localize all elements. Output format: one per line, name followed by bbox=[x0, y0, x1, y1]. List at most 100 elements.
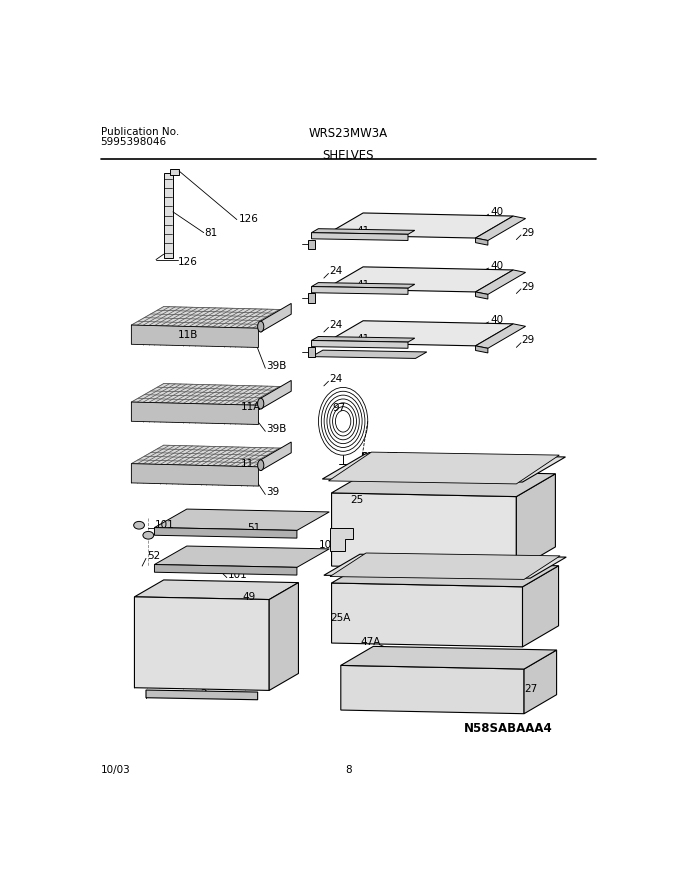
Text: 8: 8 bbox=[345, 765, 352, 774]
Polygon shape bbox=[326, 213, 513, 238]
Polygon shape bbox=[516, 473, 556, 569]
Polygon shape bbox=[260, 380, 291, 409]
Text: 11B: 11B bbox=[177, 330, 198, 340]
Polygon shape bbox=[332, 493, 516, 569]
Text: 47: 47 bbox=[386, 452, 398, 463]
Polygon shape bbox=[311, 229, 415, 234]
Polygon shape bbox=[311, 336, 415, 342]
Polygon shape bbox=[326, 321, 513, 346]
Text: WRS23MW3A: WRS23MW3A bbox=[309, 127, 388, 140]
Polygon shape bbox=[475, 270, 526, 295]
Text: 40: 40 bbox=[490, 315, 503, 325]
Text: 29: 29 bbox=[522, 282, 535, 291]
Ellipse shape bbox=[258, 321, 264, 332]
Text: 126: 126 bbox=[177, 257, 197, 267]
Polygon shape bbox=[332, 583, 522, 647]
Polygon shape bbox=[324, 554, 566, 578]
Polygon shape bbox=[154, 565, 297, 575]
Text: 2: 2 bbox=[201, 689, 207, 699]
Polygon shape bbox=[311, 232, 408, 240]
Polygon shape bbox=[131, 306, 291, 328]
Polygon shape bbox=[326, 267, 513, 292]
Polygon shape bbox=[475, 346, 488, 353]
Text: 40: 40 bbox=[490, 260, 503, 271]
Polygon shape bbox=[131, 325, 258, 348]
Text: 81: 81 bbox=[361, 452, 374, 463]
Text: 40: 40 bbox=[490, 207, 503, 216]
Text: 47: 47 bbox=[383, 451, 396, 462]
Polygon shape bbox=[311, 287, 408, 295]
Text: 81: 81 bbox=[205, 229, 218, 238]
Polygon shape bbox=[269, 583, 299, 691]
Polygon shape bbox=[330, 553, 560, 579]
Ellipse shape bbox=[134, 521, 144, 529]
Polygon shape bbox=[322, 454, 566, 482]
Text: 25: 25 bbox=[350, 495, 363, 505]
Polygon shape bbox=[164, 173, 173, 258]
Polygon shape bbox=[522, 566, 558, 647]
Text: Publication No.: Publication No. bbox=[101, 127, 179, 137]
Polygon shape bbox=[311, 341, 408, 348]
Polygon shape bbox=[170, 169, 179, 175]
Ellipse shape bbox=[258, 459, 264, 471]
Polygon shape bbox=[475, 324, 526, 348]
Polygon shape bbox=[135, 597, 269, 691]
Text: 39: 39 bbox=[266, 488, 279, 497]
Text: 29: 29 bbox=[522, 335, 535, 346]
Polygon shape bbox=[154, 509, 329, 531]
Polygon shape bbox=[131, 445, 291, 466]
Text: 5995398046: 5995398046 bbox=[101, 137, 167, 147]
Polygon shape bbox=[154, 546, 329, 568]
Polygon shape bbox=[332, 562, 558, 587]
Text: N58SABAAA4: N58SABAAA4 bbox=[464, 722, 553, 735]
Polygon shape bbox=[328, 452, 560, 484]
Polygon shape bbox=[135, 580, 299, 599]
Text: 126: 126 bbox=[239, 214, 258, 224]
Text: 101: 101 bbox=[154, 520, 174, 531]
Text: 25A: 25A bbox=[330, 613, 350, 623]
Text: 11A: 11A bbox=[241, 402, 261, 413]
Text: 27: 27 bbox=[524, 685, 537, 694]
Polygon shape bbox=[260, 442, 291, 471]
Text: 26: 26 bbox=[522, 576, 535, 586]
Polygon shape bbox=[475, 216, 526, 240]
Polygon shape bbox=[475, 238, 488, 246]
Polygon shape bbox=[332, 470, 556, 496]
Text: 24: 24 bbox=[329, 266, 343, 276]
Polygon shape bbox=[524, 650, 557, 714]
Ellipse shape bbox=[143, 532, 154, 539]
Text: 52: 52 bbox=[147, 551, 160, 561]
Text: 41: 41 bbox=[356, 334, 369, 344]
Polygon shape bbox=[341, 647, 557, 669]
Polygon shape bbox=[330, 528, 353, 551]
Polygon shape bbox=[131, 464, 258, 486]
Text: 100: 100 bbox=[319, 539, 339, 549]
Text: 24: 24 bbox=[329, 320, 343, 330]
Text: 10/03: 10/03 bbox=[101, 765, 131, 774]
Text: 101: 101 bbox=[228, 570, 248, 580]
Text: SHELVES: SHELVES bbox=[323, 150, 374, 163]
Text: 51: 51 bbox=[247, 523, 260, 532]
Text: 11: 11 bbox=[241, 458, 254, 469]
Polygon shape bbox=[131, 384, 291, 405]
Ellipse shape bbox=[258, 398, 264, 409]
Text: 41: 41 bbox=[356, 280, 369, 290]
Polygon shape bbox=[311, 282, 415, 289]
Polygon shape bbox=[307, 239, 316, 249]
Text: 41: 41 bbox=[356, 226, 369, 236]
Text: 47A: 47A bbox=[361, 637, 381, 648]
Polygon shape bbox=[260, 304, 291, 332]
Polygon shape bbox=[154, 528, 297, 538]
Polygon shape bbox=[307, 293, 316, 303]
Polygon shape bbox=[475, 292, 488, 299]
Text: 39B: 39B bbox=[266, 361, 286, 370]
Text: 49: 49 bbox=[242, 592, 256, 602]
Polygon shape bbox=[307, 348, 316, 356]
Text: 39B: 39B bbox=[266, 424, 286, 434]
Polygon shape bbox=[341, 665, 524, 714]
Polygon shape bbox=[131, 402, 258, 424]
Text: 97: 97 bbox=[333, 403, 345, 414]
Text: 81: 81 bbox=[360, 451, 373, 462]
Polygon shape bbox=[146, 690, 258, 700]
Text: 24: 24 bbox=[329, 374, 343, 384]
